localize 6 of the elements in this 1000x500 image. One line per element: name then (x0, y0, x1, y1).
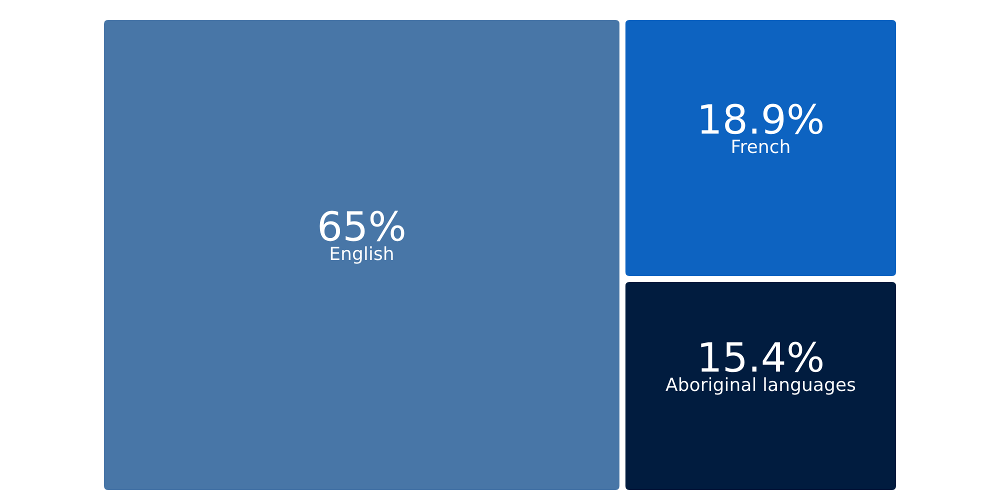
data-label: 15.4% (701, 342, 822, 372)
category-label: English (330, 246, 393, 264)
category-label: French (732, 139, 790, 154)
category-label: Aboriginal languages (666, 377, 856, 395)
data-label: 18.9% (701, 104, 822, 134)
data-label: 65% (320, 210, 404, 242)
